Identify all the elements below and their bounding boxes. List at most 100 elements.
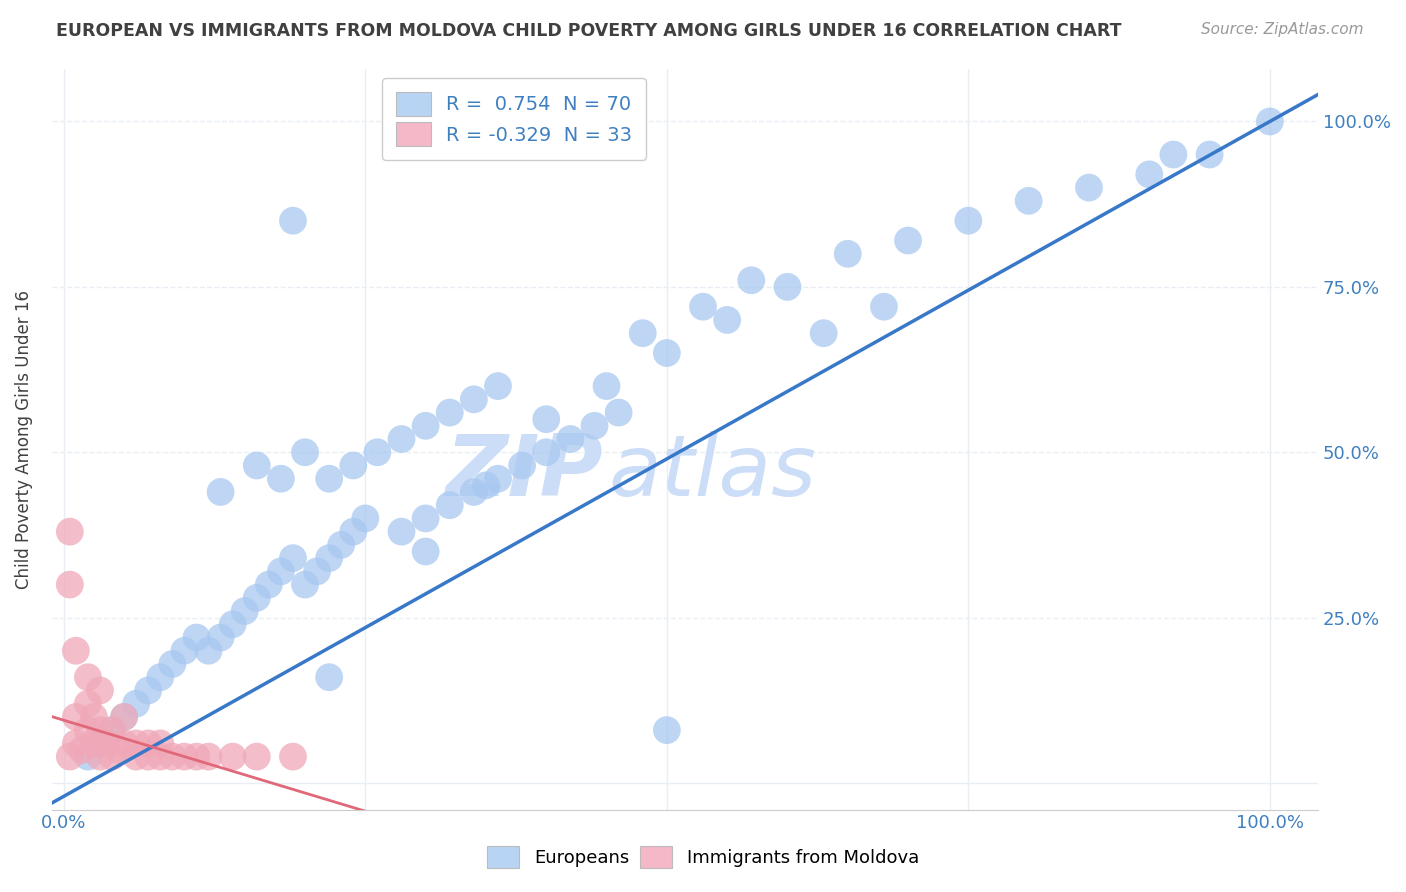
Point <box>475 478 498 492</box>
Point <box>716 313 738 327</box>
Point <box>221 749 243 764</box>
Point <box>486 472 509 486</box>
Point <box>270 472 292 486</box>
Point <box>281 749 304 764</box>
Point <box>655 346 678 360</box>
Point <box>837 247 859 261</box>
Point <box>65 736 87 750</box>
Point <box>1137 167 1160 181</box>
Point <box>136 683 159 698</box>
Point <box>318 472 340 486</box>
Point <box>257 577 280 591</box>
Point <box>294 577 316 591</box>
Point <box>415 544 437 558</box>
Point <box>162 657 184 671</box>
Point <box>595 379 617 393</box>
Point <box>1198 147 1220 161</box>
Point <box>655 723 678 738</box>
Point <box>415 511 437 525</box>
Point <box>65 710 87 724</box>
Point <box>59 524 82 539</box>
Point <box>77 697 100 711</box>
Point <box>366 445 388 459</box>
Point <box>89 723 111 738</box>
Point <box>125 697 148 711</box>
Point <box>354 511 377 525</box>
Point <box>221 617 243 632</box>
Point <box>173 644 195 658</box>
Text: EUROPEAN VS IMMIGRANTS FROM MOLDOVA CHILD POVERTY AMONG GIRLS UNDER 16 CORRELATI: EUROPEAN VS IMMIGRANTS FROM MOLDOVA CHIL… <box>56 22 1122 40</box>
Point <box>186 749 208 764</box>
Point <box>294 445 316 459</box>
Point <box>89 683 111 698</box>
Point <box>463 485 485 500</box>
Point <box>101 723 124 738</box>
Point <box>560 432 582 446</box>
Point <box>89 749 111 764</box>
Point <box>281 551 304 566</box>
Point <box>813 326 835 341</box>
Point <box>65 644 87 658</box>
Point <box>631 326 654 341</box>
Point <box>101 723 124 738</box>
Point <box>307 565 329 579</box>
Point <box>149 736 172 750</box>
Point <box>873 300 896 314</box>
Point <box>59 749 82 764</box>
Point <box>1078 180 1101 194</box>
Point <box>415 418 437 433</box>
Point <box>162 749 184 764</box>
Point <box>1018 194 1040 208</box>
Point <box>486 379 509 393</box>
Point <box>536 412 558 426</box>
Point <box>692 300 714 314</box>
Text: ZIP: ZIP <box>446 431 603 514</box>
Point <box>281 213 304 227</box>
Point <box>270 565 292 579</box>
Point <box>246 458 269 473</box>
Point <box>536 445 558 459</box>
Point <box>59 577 82 591</box>
Point <box>246 749 269 764</box>
Point <box>342 458 364 473</box>
Point <box>173 749 195 764</box>
Point <box>77 749 100 764</box>
Point <box>209 631 232 645</box>
Point <box>209 485 232 500</box>
Point <box>957 213 980 227</box>
Point <box>125 736 148 750</box>
Point <box>107 743 129 757</box>
Point <box>125 749 148 764</box>
Point <box>439 406 461 420</box>
Point <box>1163 147 1185 161</box>
Point <box>318 670 340 684</box>
Point <box>233 604 256 618</box>
Point <box>740 273 762 287</box>
Point <box>197 644 219 658</box>
Point <box>510 458 533 473</box>
Point <box>391 524 413 539</box>
Point <box>1258 114 1281 128</box>
Point <box>112 710 135 724</box>
Point <box>583 418 606 433</box>
Point <box>112 736 135 750</box>
Point <box>342 524 364 539</box>
Point <box>70 743 93 757</box>
Point <box>136 736 159 750</box>
Point <box>149 670 172 684</box>
Point <box>77 670 100 684</box>
Y-axis label: Child Poverty Among Girls Under 16: Child Poverty Among Girls Under 16 <box>15 290 32 589</box>
Point <box>77 723 100 738</box>
Point <box>318 551 340 566</box>
Legend: R =  0.754  N = 70, R = -0.329  N = 33: R = 0.754 N = 70, R = -0.329 N = 33 <box>382 78 645 160</box>
Point <box>94 736 117 750</box>
Point <box>897 234 920 248</box>
Point <box>136 749 159 764</box>
Text: atlas: atlas <box>609 431 817 514</box>
Point <box>83 736 105 750</box>
Point <box>149 749 172 764</box>
Point <box>197 749 219 764</box>
Point <box>776 280 799 294</box>
Legend: Europeans, Immigrants from Moldova: Europeans, Immigrants from Moldova <box>477 835 929 879</box>
Point <box>89 736 111 750</box>
